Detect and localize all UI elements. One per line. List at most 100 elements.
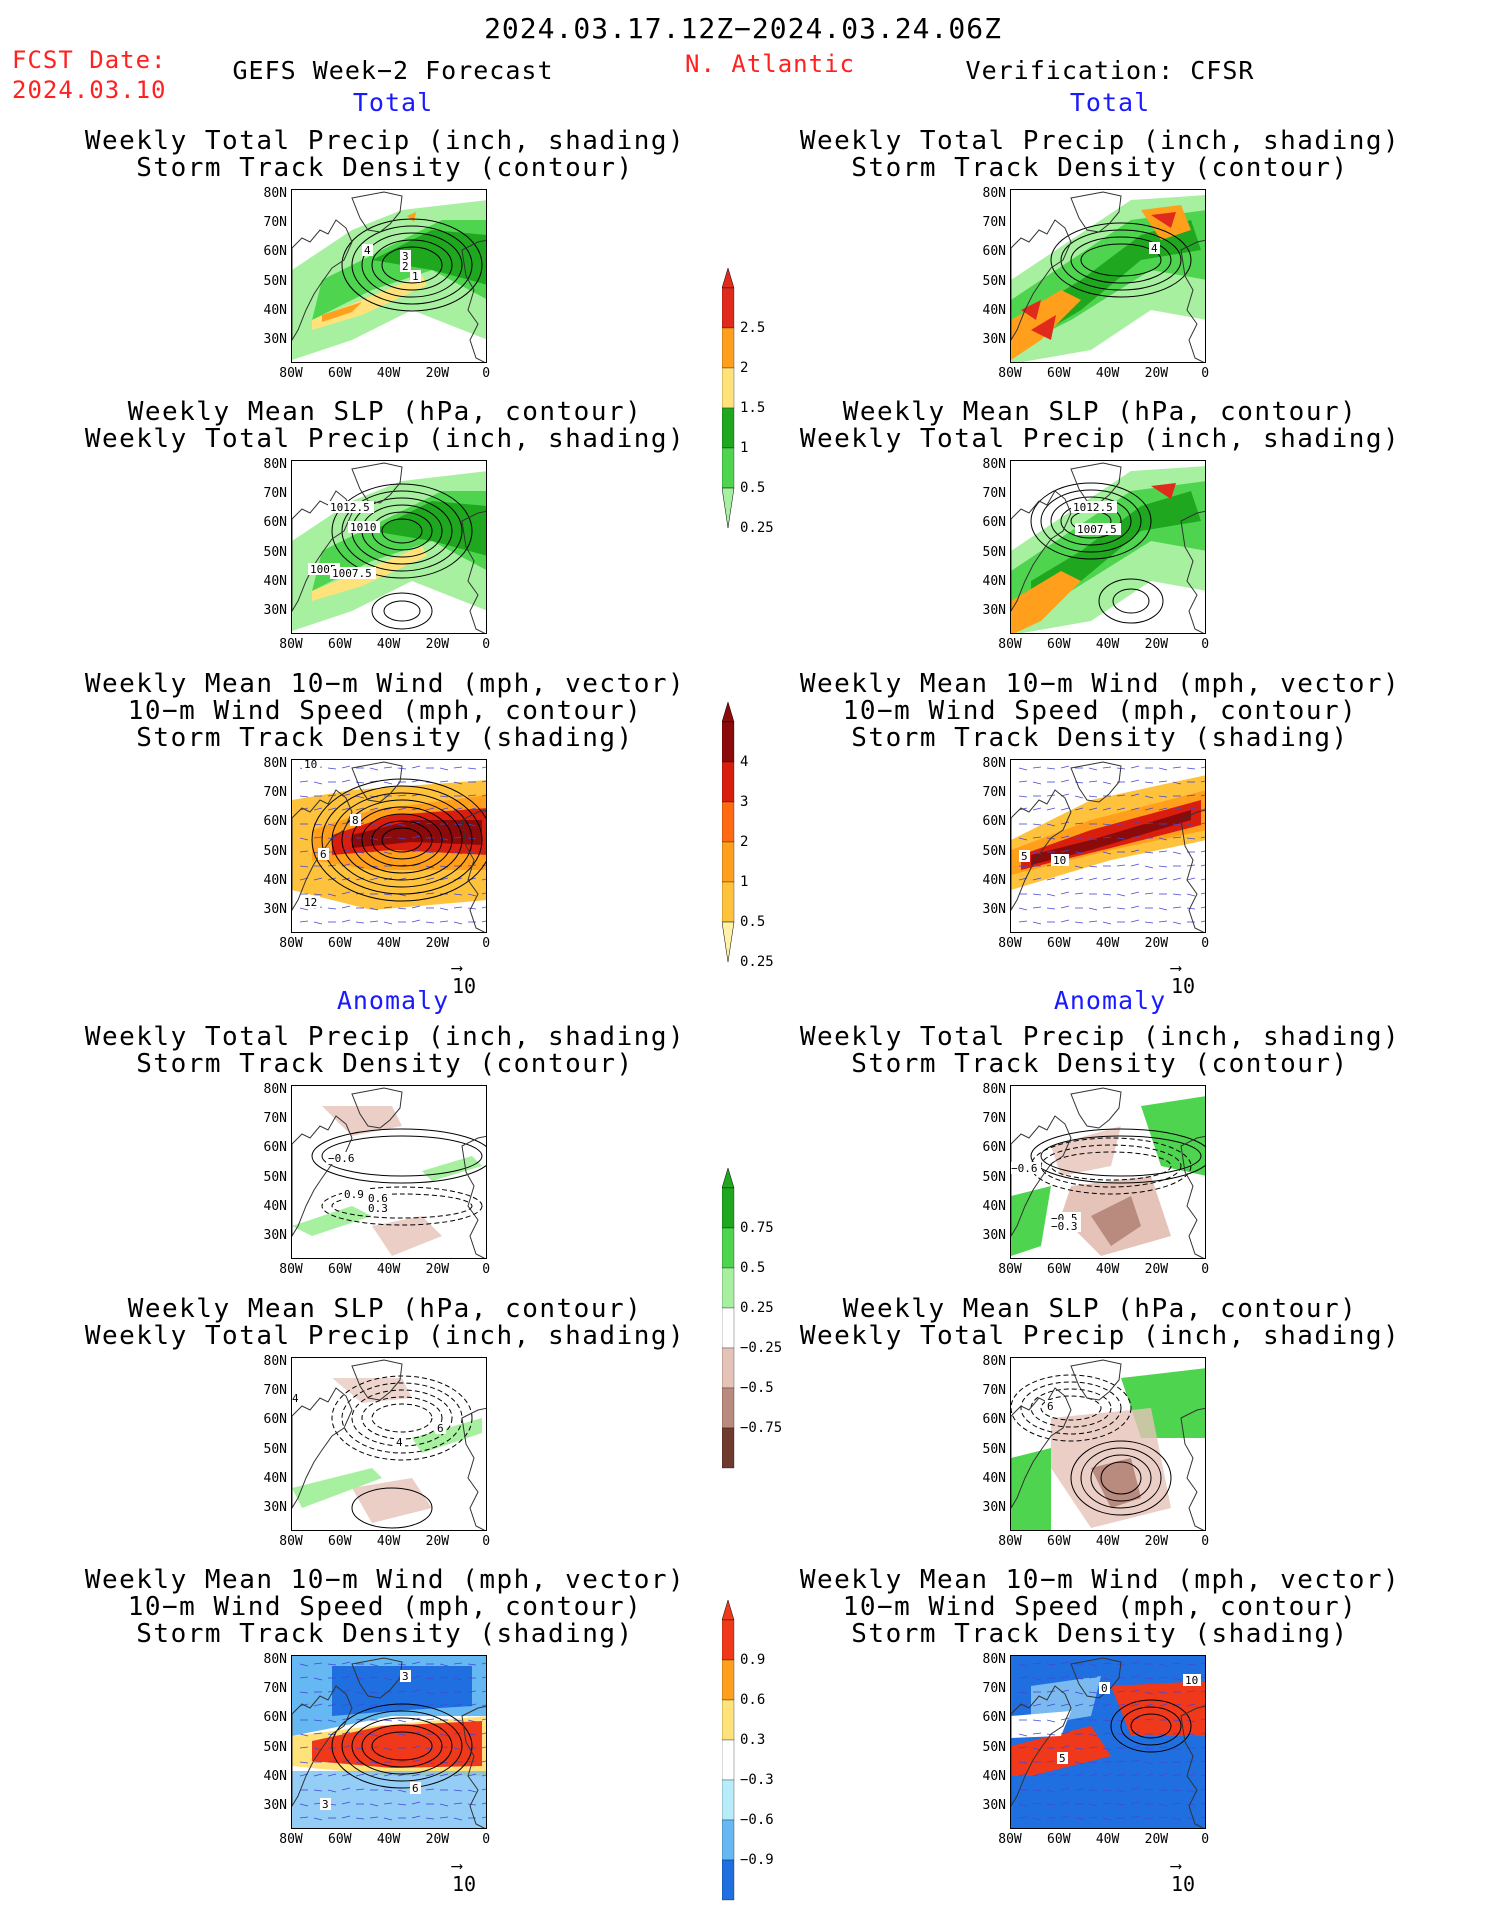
lat-tick-label: 50N (263, 843, 287, 859)
svg-text:2: 2 (402, 260, 409, 273)
lon-tick-label: 40W (376, 637, 401, 652)
colorbar-segment (721, 407, 735, 449)
contour-label: 3 (320, 1798, 331, 1811)
svg-text:4: 4 (292, 1392, 299, 1405)
region-label: N. Atlantic (685, 50, 855, 78)
lat-tick-label: 80N (263, 186, 287, 201)
svg-text:3: 3 (402, 250, 409, 263)
lat-tick-label: 60N (982, 1140, 1006, 1156)
colorbar-label: 0.75 (740, 1220, 774, 1236)
panel-title: Weekly Mean SLP (hPa, contour) Weekly Tot… (799, 1294, 1401, 1351)
colorbar-label: 0.25 (740, 520, 774, 536)
lat-tick-label: 50N (263, 544, 287, 560)
contour-label: 4 (292, 1392, 301, 1405)
lat-tick-label: 40N (982, 1768, 1006, 1784)
contour-label: 8 (350, 814, 361, 827)
lon-tick-label: 80W (998, 637, 1022, 652)
lat-tick-label: 70N (263, 785, 287, 801)
colorbar-segment (721, 1659, 735, 1701)
fcst-date-label: FCST Date: (12, 46, 167, 74)
contour-label: 0.6 (366, 1192, 391, 1205)
colorbar-segment (721, 1307, 735, 1349)
lon-tick-label: 60W (1047, 1262, 1071, 1277)
lon-tick-label: 0 (1201, 1832, 1210, 1847)
lon-tick-label: 20W (1144, 1262, 1169, 1277)
svg-text:10: 10 (1053, 854, 1066, 867)
svg-text:0.3: 0.3 (368, 1202, 388, 1215)
panel-title: Weekly Total Precip (inch, shading) Storm… (799, 126, 1401, 183)
colorbar-segment (721, 801, 735, 843)
lat-tick-label: 50N (263, 1739, 287, 1755)
panel-title: Weekly Mean 10−m Wind (mph, vector) 10−m … (799, 1565, 1401, 1649)
section-anomaly-right: Anomaly (1053, 986, 1167, 1015)
colorbar-segment (721, 1427, 735, 1469)
colorbar-segment (721, 447, 735, 489)
lat-tick-label: 80N (982, 1082, 1006, 1097)
contour-label: 0.9 (342, 1188, 367, 1201)
lon-tick-label: 0 (482, 366, 491, 381)
panel-title: Weekly Mean 10−m Wind (mph, vector) 10−m … (84, 669, 686, 753)
colorbar-label: 0.9 (740, 1652, 766, 1668)
svg-text:5: 5 (1021, 850, 1028, 863)
lat-tick-label: 50N (982, 1739, 1006, 1755)
map-fcst-anom-precip-storm: −0.6 0.9 0.6 0.3 (291, 1085, 487, 1259)
lon-tick-label: 20W (1144, 936, 1169, 951)
lon-tick-label: 20W (1144, 1534, 1169, 1549)
colorbar-label: −0.75 (740, 1420, 783, 1436)
contour-label: 4 (362, 244, 373, 257)
lon-tick-label: 0 (482, 1262, 491, 1277)
lon-tick-label: 20W (425, 637, 450, 652)
colorbar-label: 1.5 (740, 400, 766, 416)
contour-label: −0.6 (1011, 1162, 1041, 1175)
lat-tick-label: 70N (263, 1681, 287, 1697)
lon-tick-label: 20W (425, 366, 450, 381)
lon-tick-label: 0 (1201, 1262, 1210, 1277)
lat-tick-label: 40N (982, 302, 1006, 318)
lat-tick-label: 70N (982, 1383, 1006, 1399)
svg-text:6: 6 (320, 848, 327, 861)
left-column-title: GEFS Week−2 Forecast (232, 56, 554, 85)
contour-label: 6 (1045, 1400, 1056, 1413)
colorbar-segment (721, 1699, 735, 1741)
colorbar-label: 0.3 (740, 1732, 766, 1748)
lon-tick-label: 60W (328, 637, 352, 652)
lon-tick-label: 0 (482, 1832, 491, 1847)
right-column-title: Verification: CFSR (965, 56, 1255, 85)
lon-tick-label: 60W (328, 1534, 352, 1549)
panel-title: Weekly Mean SLP (hPa, contour) Weekly Tot… (799, 397, 1401, 454)
lat-tick-label: 30N (263, 332, 287, 347)
lat-tick-label: 30N (982, 1228, 1006, 1243)
lon-tick-label: 0 (1201, 1534, 1210, 1549)
lat-tick-label: 40N (263, 573, 287, 589)
contour-label: 3 (400, 250, 411, 263)
lat-tick-label: 60N (982, 814, 1006, 830)
colorbar-segment (721, 921, 735, 963)
svg-text:1007.5: 1007.5 (1077, 523, 1117, 536)
lat-tick-label: 60N (982, 515, 1006, 531)
lon-tick-label: 0 (482, 1534, 491, 1549)
contour-label: 1007.5 (1075, 523, 1121, 536)
lat-tick-label: 70N (982, 1681, 1006, 1697)
vector-reference: ⟶ 10 (452, 1856, 477, 1897)
lon-tick-label: 80W (998, 1534, 1022, 1549)
colorbar-segment (721, 327, 735, 369)
map-ver-total-wind-storm: 5 10 (1010, 759, 1206, 933)
contour-label: 6 (435, 1422, 446, 1435)
lat-tick-label: 60N (982, 1412, 1006, 1428)
contour-label: 4 (1149, 242, 1160, 255)
lat-tick-label: 40N (982, 573, 1006, 589)
colorbar-precip-anomaly: 0.75 0.5 0.25 −0.25 −0.5 −0.75 (721, 1167, 782, 1492)
svg-text:3: 3 (322, 1798, 329, 1811)
lon-tick-label: 40W (376, 366, 401, 381)
svg-text:0.9: 0.9 (344, 1188, 364, 1201)
colorbar-segment (721, 487, 735, 529)
lat-tick-label: 60N (982, 244, 1006, 260)
colorbar-segment (721, 367, 735, 409)
colorbar-segment (721, 287, 735, 329)
lon-tick-label: 80W (279, 1832, 303, 1847)
lat-tick-label: 50N (982, 843, 1006, 859)
lon-tick-label: 20W (425, 1534, 450, 1549)
map-ver-total-slp-precip: 1012.5 1007.5 (1010, 460, 1206, 634)
lon-tick-label: 40W (376, 1534, 401, 1549)
